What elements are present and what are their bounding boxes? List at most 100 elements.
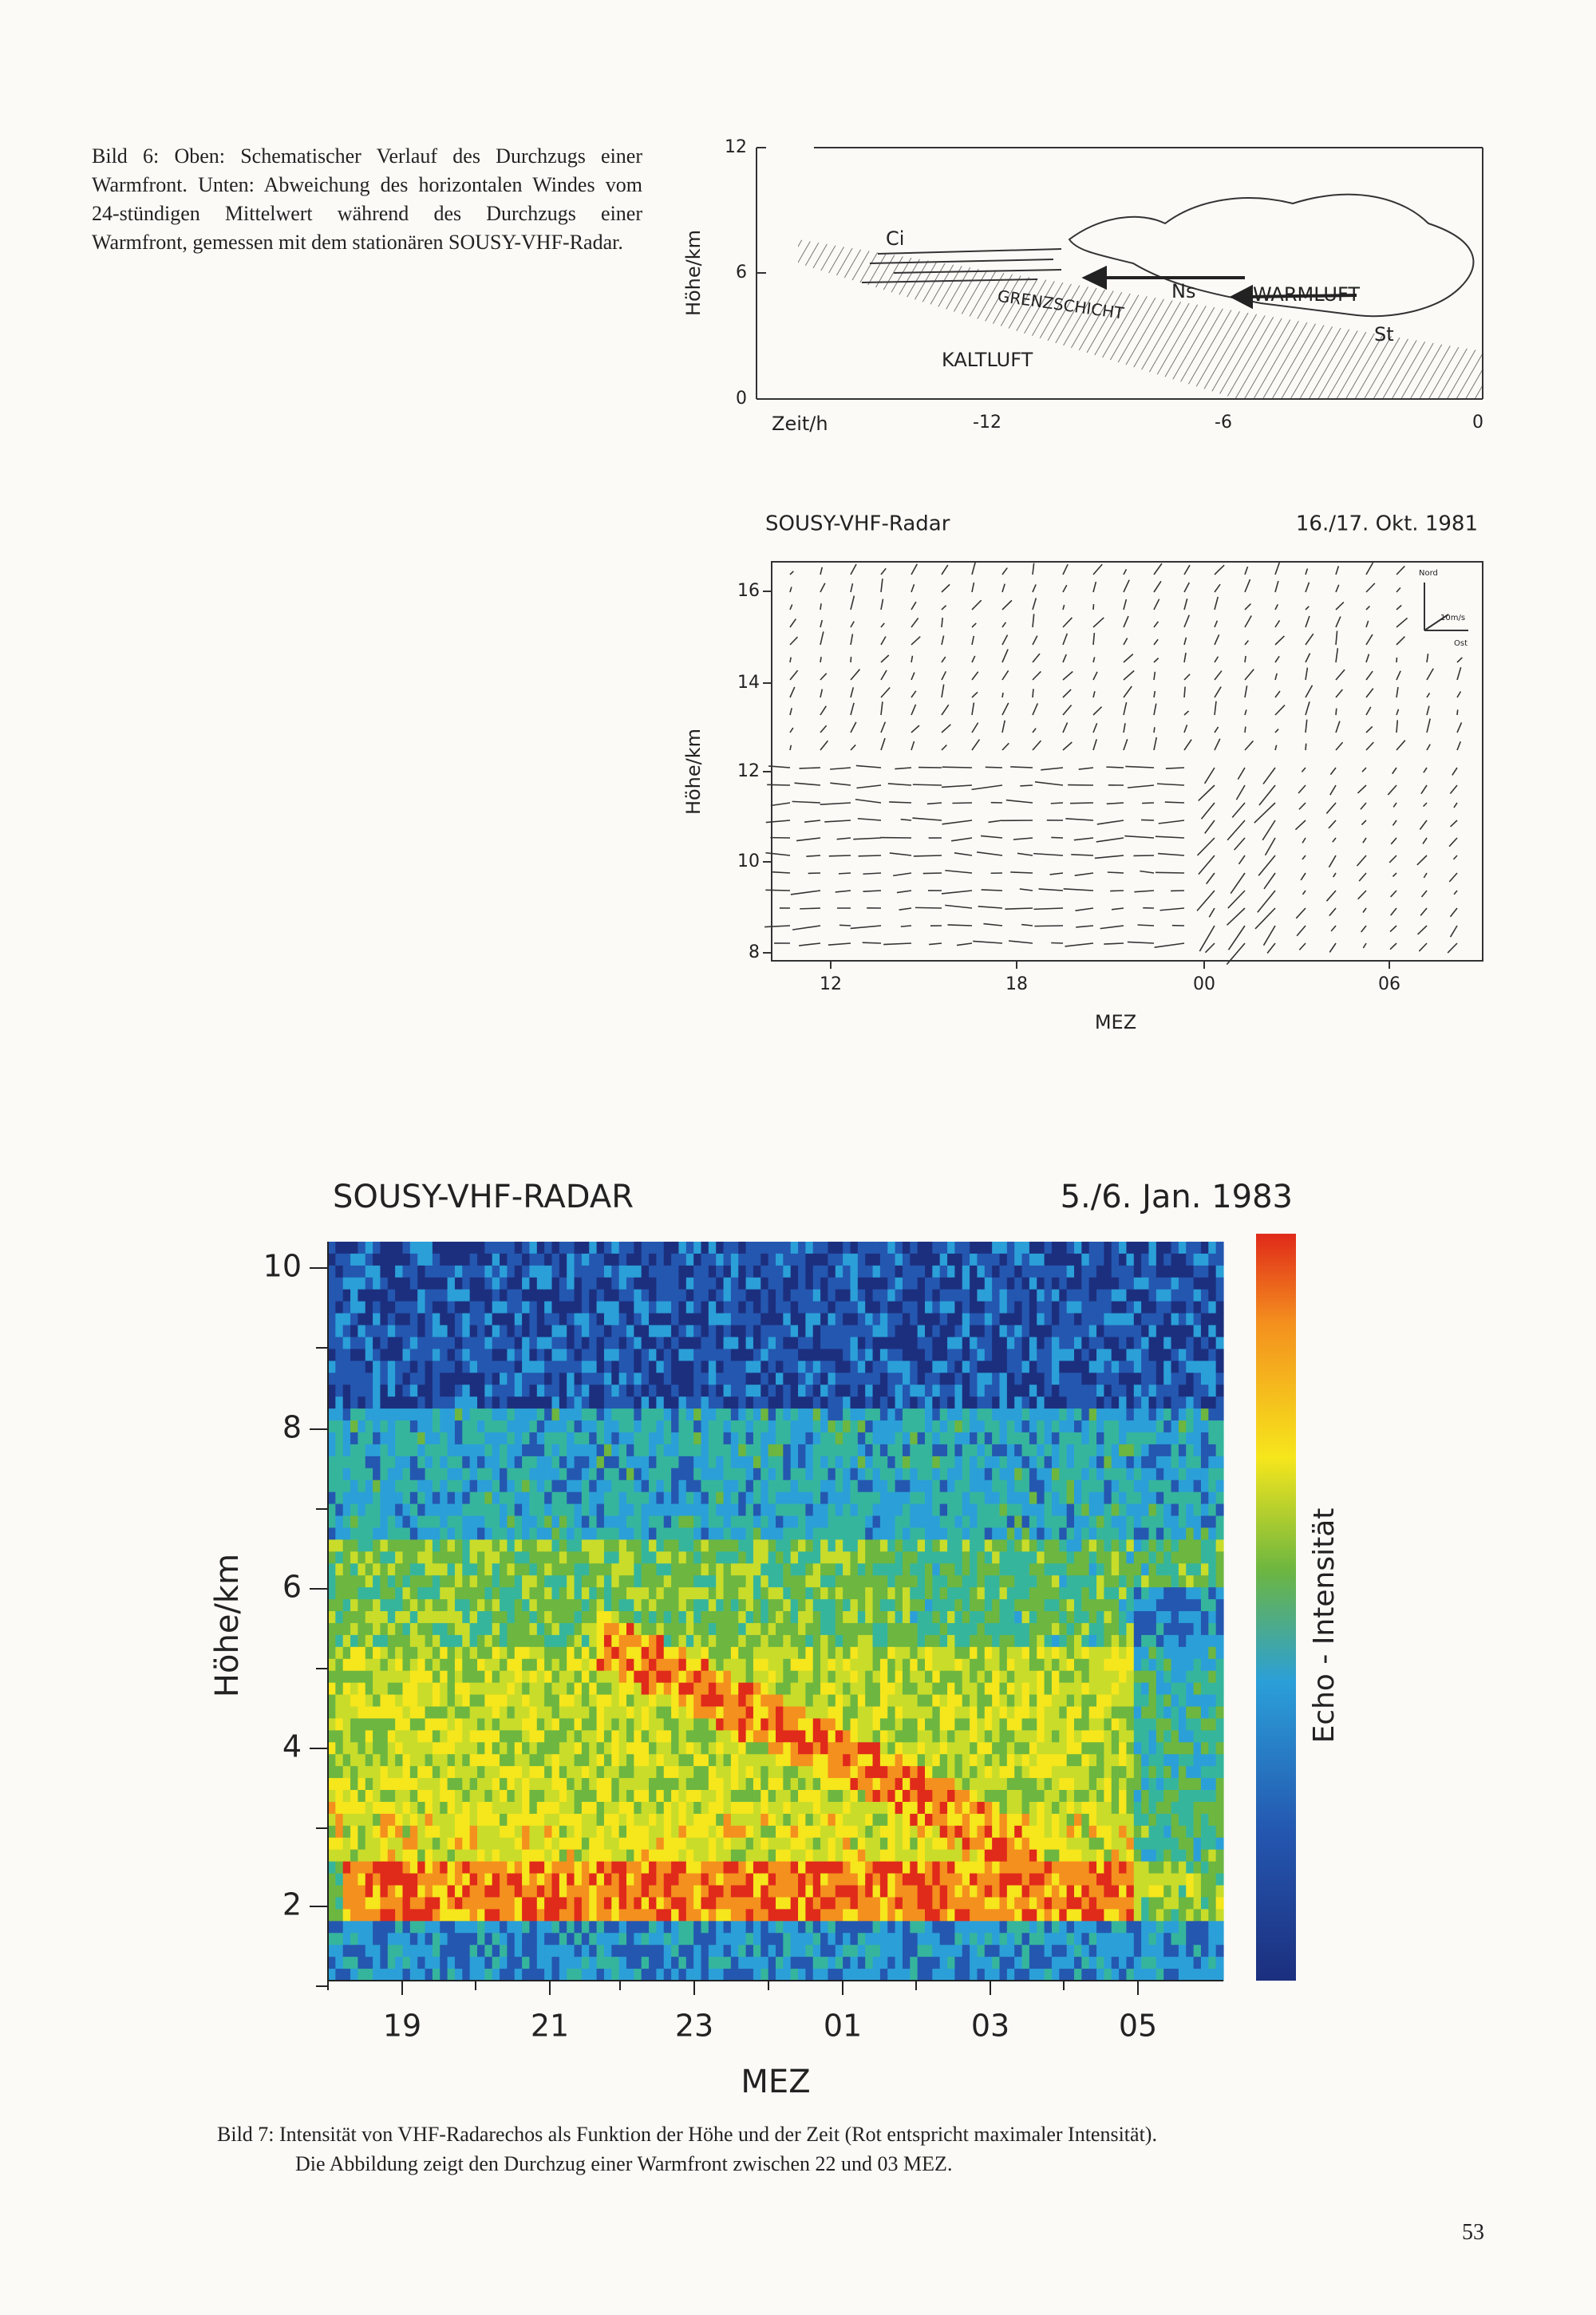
wind-vector — [1365, 562, 1374, 575]
heatmap-cell — [529, 1349, 538, 1361]
heatmap-cell — [753, 1945, 761, 1957]
wind-vector — [1062, 670, 1073, 681]
heatmap-cell — [529, 1337, 538, 1350]
heatmap-cell — [685, 1575, 694, 1588]
heatmap-cell — [730, 1242, 739, 1254]
heatmap-cell — [857, 1634, 866, 1648]
heatmap-cell — [492, 1742, 500, 1755]
heatmap-cell — [596, 1670, 605, 1684]
heatmap-cell — [835, 1468, 843, 1481]
heatmap-cell — [596, 1349, 605, 1361]
heatmap-cell — [611, 1801, 620, 1815]
heatmap-cell — [365, 1682, 373, 1696]
heatmap-cell — [693, 1503, 702, 1517]
heatmap-cell — [544, 1622, 553, 1636]
heatmap-cell — [417, 1420, 426, 1433]
heatmap-cell — [663, 1766, 672, 1779]
heatmap-cell — [805, 1873, 814, 1886]
heatmap-cell — [477, 1385, 485, 1397]
heatmap-cell — [626, 1289, 634, 1302]
heatmap-cell — [649, 1242, 657, 1254]
heatmap-cell — [589, 1849, 598, 1863]
heatmap-cell — [492, 1242, 500, 1254]
heatmap-cell — [484, 1491, 493, 1505]
heatmap-cell — [776, 1813, 784, 1827]
heatmap-cell — [685, 1849, 694, 1863]
heatmap-cell — [574, 1325, 583, 1338]
wind-vector — [836, 837, 851, 840]
heatmap-cell — [365, 1837, 373, 1851]
heatmap-cell — [730, 1277, 739, 1290]
heatmap-cell — [328, 1479, 336, 1493]
heatmap-cell — [603, 1253, 612, 1266]
heatmap-cell — [469, 1658, 478, 1672]
heatmap-cell — [358, 1778, 366, 1791]
heatmap-cell — [790, 1599, 799, 1612]
heatmap-cell — [544, 1325, 553, 1338]
wind-vector — [893, 872, 912, 877]
heatmap-cell — [358, 1337, 366, 1350]
heatmap-cell — [850, 1432, 859, 1445]
heatmap-cell — [649, 1408, 657, 1421]
heatmap-cell — [716, 1337, 725, 1350]
heatmap-cell — [708, 1742, 717, 1755]
heatmap-cell — [432, 1515, 440, 1529]
heatmap-cell — [559, 1349, 567, 1361]
heatmap-cell — [745, 1706, 754, 1720]
heatmap-cell — [812, 1957, 821, 1969]
heatmap-cell — [693, 1694, 702, 1708]
heatmap-cell — [454, 1289, 463, 1302]
wind-vector — [855, 798, 882, 804]
heatmap-cell — [828, 1349, 836, 1361]
wind-vector — [789, 571, 794, 575]
wind-vector — [1200, 802, 1215, 820]
heatmap-cell — [656, 1527, 665, 1540]
heatmap-cell — [634, 1873, 642, 1886]
heatmap-cell — [730, 1790, 739, 1803]
heatmap-cell — [626, 1599, 634, 1612]
heatmap-cell — [641, 1337, 650, 1350]
heatmap-cell — [581, 1766, 590, 1779]
heatmap-cell — [730, 1408, 739, 1421]
heatmap-cell — [708, 1861, 717, 1875]
heatmap-cell — [663, 1742, 672, 1755]
heatmap-cell — [574, 1468, 583, 1481]
heatmap-cell — [798, 1587, 806, 1600]
heatmap-cell — [395, 1479, 404, 1493]
heatmap-cell — [634, 1491, 642, 1505]
heatmap-cell — [634, 1658, 642, 1672]
compass-label: Ost — [1454, 639, 1468, 648]
heatmap-cell — [641, 1373, 650, 1385]
heatmap-cell — [484, 1897, 493, 1910]
heatmap-cell — [551, 1766, 560, 1779]
heatmap-cell — [805, 1349, 814, 1361]
heatmap-cell — [447, 1682, 456, 1696]
heatmap-cell — [641, 1277, 650, 1290]
heatmap-cell — [626, 1397, 634, 1409]
heatmap-cell — [857, 1575, 866, 1588]
heatmap-cell — [507, 1945, 516, 1957]
heatmap-cell — [678, 1754, 687, 1767]
heatmap-cell — [753, 1766, 761, 1779]
heatmap-cell — [373, 1790, 381, 1803]
wind-vector — [1274, 580, 1279, 593]
heatmap-cell — [544, 1718, 553, 1731]
heatmap-cell — [753, 1349, 761, 1361]
heatmap-cell — [857, 1479, 866, 1493]
heatmap-cell — [776, 1706, 784, 1720]
heatmap-cell — [581, 1432, 590, 1445]
heatmap-cell — [805, 1337, 814, 1350]
wind-vector — [1274, 619, 1281, 628]
heatmap-cell — [514, 1694, 523, 1708]
heatmap-cell — [708, 1575, 717, 1588]
heatmap-cell — [567, 1813, 575, 1827]
heatmap-cell — [469, 1444, 478, 1457]
heatmap-cell — [723, 1385, 732, 1397]
heatmap-cell — [544, 1897, 553, 1910]
heatmap-cell — [693, 1742, 702, 1755]
heatmap-cell — [812, 1670, 821, 1684]
heatmap-cell — [589, 1646, 598, 1660]
heatmap-cell — [432, 1861, 440, 1875]
heatmap-cell — [663, 1861, 672, 1875]
wind-vector — [1420, 784, 1428, 795]
